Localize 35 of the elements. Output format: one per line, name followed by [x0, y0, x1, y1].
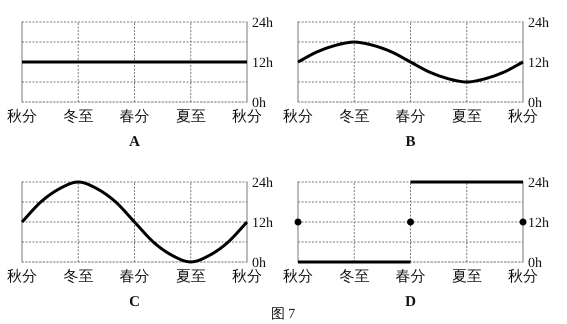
- text: D: [405, 294, 416, 310]
- text: A: [129, 134, 140, 150]
- x-tick-label: 冬至: [63, 108, 94, 125]
- x-tick-label: 春分: [396, 268, 426, 285]
- y-tick-label: 24h: [528, 176, 549, 191]
- x-tick-label: 春分: [396, 108, 426, 125]
- y-tick-label: 12h: [528, 56, 549, 71]
- x-tick-label: 夏至: [176, 269, 206, 285]
- x-tick-label: 春分: [120, 108, 150, 125]
- caption: 图 7: [270, 307, 296, 322]
- x-tick-label: 冬至: [63, 268, 94, 285]
- text: B: [405, 134, 416, 150]
- line-series: [296, 40, 524, 84]
- x-tick-label: 冬至: [339, 108, 370, 125]
- y-tick-label: 12h: [528, 216, 549, 231]
- x-tick-label: 秋分: [508, 268, 538, 285]
- x-tick-label: 秋分: [283, 268, 313, 285]
- x-tick-label: 夏至: [176, 109, 206, 125]
- x-tick-label: 夏至: [452, 109, 482, 125]
- x-tick-label: 秋分: [508, 108, 538, 125]
- x-tick-label: 秋分: [232, 268, 262, 285]
- x-tick-label: 秋分: [7, 108, 37, 125]
- y-tick-label: 24h: [252, 16, 273, 31]
- y-tick-label: 12h: [252, 216, 273, 231]
- line-series: [20, 180, 248, 264]
- x-tick-label: 秋分: [283, 108, 313, 125]
- x-tick-label: 冬至: [339, 268, 370, 285]
- y-tick-label: 24h: [252, 176, 273, 191]
- x-tick-label: 秋分: [232, 108, 262, 125]
- y-tick-label: 12h: [252, 56, 273, 71]
- text: C: [129, 294, 140, 310]
- x-tick-label: 春分: [120, 268, 150, 285]
- y-tick-label: 24h: [528, 16, 549, 31]
- x-tick-label: 秋分: [7, 268, 37, 285]
- x-tick-label: 夏至: [452, 269, 482, 285]
